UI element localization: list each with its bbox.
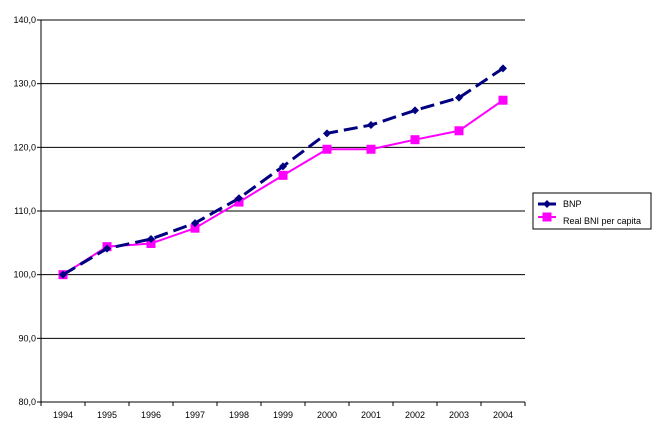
data-point-bnp bbox=[191, 219, 199, 228]
y-tick-labels: 80,0 90,0 100,0 110,0 120,0 130,0 140,0 bbox=[13, 15, 36, 407]
data-point-real-bni-per-capita bbox=[322, 144, 332, 154]
data-point-real-bni-per-capita bbox=[410, 135, 420, 145]
series bbox=[58, 64, 508, 280]
data-point-real-bni-per-capita bbox=[146, 238, 156, 248]
data-point-bnp bbox=[499, 64, 507, 73]
data-point-bnp bbox=[367, 121, 375, 130]
y-tick-label: 80,0 bbox=[18, 397, 36, 407]
data-point-bnp bbox=[147, 235, 155, 244]
gridlines bbox=[41, 19, 525, 339]
data-point-real-bni-per-capita bbox=[190, 223, 200, 233]
data-point-bnp bbox=[103, 244, 111, 253]
data-point-real-bni-per-capita bbox=[278, 170, 288, 180]
y-tick-label: 120,0 bbox=[13, 142, 36, 152]
legend-marker-shape bbox=[543, 200, 551, 208]
x-tick-label: 2003 bbox=[449, 410, 469, 420]
data-point-bnp bbox=[323, 129, 331, 138]
data-point-real-bni-per-capita bbox=[454, 126, 464, 136]
legend-marker-real-bni-per-capita bbox=[542, 212, 552, 222]
x-tick-label: 1996 bbox=[141, 410, 161, 420]
data-point-real-bni-per-capita bbox=[498, 95, 508, 105]
series-line-real-bni-per-capita bbox=[62, 99, 504, 276]
data-point-real-bni-per-capita bbox=[366, 144, 376, 154]
legend-label-real-bni-per-capita: Real BNI per capita bbox=[563, 216, 641, 226]
y-tick-label: 90,0 bbox=[18, 333, 36, 343]
data-point-bnp bbox=[279, 162, 287, 171]
x-tick-labels: 1994 1995 1996 1997 1998 1999 2000 2001 2002 2003… bbox=[53, 410, 513, 420]
x-tick-label: 1998 bbox=[229, 410, 249, 420]
x-tick-label: 2002 bbox=[405, 410, 425, 420]
x-tick-label: 1994 bbox=[53, 410, 73, 420]
data-point-bnp bbox=[411, 106, 419, 115]
data-point-bnp bbox=[235, 194, 243, 203]
y-tick-label: 100,0 bbox=[13, 270, 36, 280]
y-tick-label: 140,0 bbox=[13, 15, 36, 25]
legend-label-bnp: BNP bbox=[563, 199, 582, 209]
axes bbox=[37, 19, 526, 406]
legend-box bbox=[532, 192, 652, 230]
legend-marker-bnp bbox=[543, 200, 551, 208]
y-tick-label: 110,0 bbox=[14, 206, 36, 216]
x-tick-label: 1995 bbox=[97, 410, 117, 420]
legend: BNP Real BNI per capita bbox=[532, 192, 652, 230]
data-point-bnp bbox=[59, 270, 67, 279]
data-point-bnp bbox=[455, 93, 463, 102]
x-tick-label: 2004 bbox=[493, 410, 513, 420]
x-tick-label: 2000 bbox=[317, 410, 337, 420]
x-tick-label: 1999 bbox=[273, 410, 293, 420]
x-tick-label: 2001 bbox=[361, 410, 381, 420]
legend-marker-shape bbox=[542, 212, 552, 222]
y-tick-label: 130,0 bbox=[13, 79, 36, 89]
x-tick-label: 1997 bbox=[185, 410, 205, 420]
